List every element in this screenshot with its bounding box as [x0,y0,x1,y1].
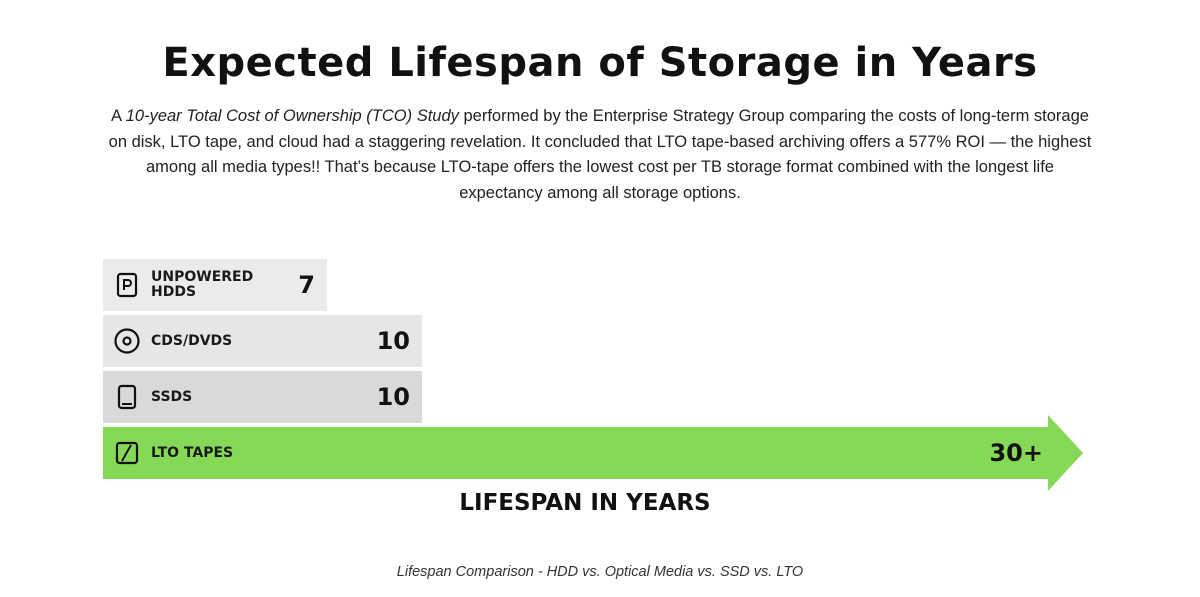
chart-title: Expected Lifespan of Storage in Years [162,40,1038,86]
hdd-icon [113,271,141,299]
bar-unpowered-hdds: UNPOWERED HDDS 7 [103,259,327,311]
tape-icon [113,439,141,467]
arrow-shape [103,415,1083,491]
study-link[interactable]: 10-year Total Cost of Ownership (TCO) St… [125,107,459,125]
bar-cds-dvds: CDS/DVDS 10 [103,315,422,367]
bar-value-label: 7 [298,271,315,299]
bar-label: CDS/DVDS [151,332,233,349]
bar-ssds: SSDS 10 [103,371,422,423]
bar-label: UNPOWERED HDDS [151,269,254,300]
disc-icon [113,327,141,355]
ssd-icon [113,383,141,411]
intro-prefix: A [111,107,126,125]
bar-value-label: 30+ [989,439,1043,467]
figure-caption: Lifespan Comparison - HDD vs. Optical Me… [396,564,804,580]
bar-lto-tapes: LTO TAPES 30+ [103,415,1120,491]
bar-label: SSDS [151,388,193,405]
bar-value-label: 10 [376,383,410,411]
intro-body: performed by the Enterprise Strategy Gro… [108,107,1092,202]
intro-paragraph: A 10-year Total Cost of Ownership (TCO) … [105,104,1095,206]
x-axis-label: LIFESPAN IN YEARS [459,490,711,516]
bar-value-label: 10 [376,327,410,355]
bar-label: LTO TAPES [151,444,234,461]
